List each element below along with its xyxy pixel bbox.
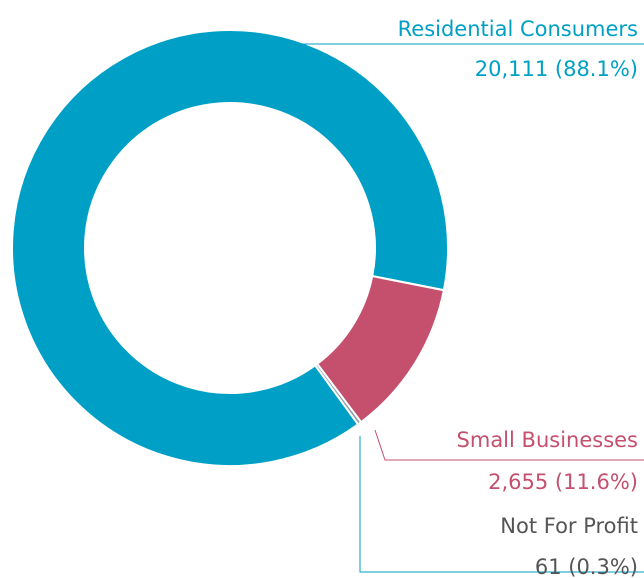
donut-segment <box>313 362 363 426</box>
value-label: 2,655 (11.6%) <box>488 470 638 494</box>
legend-label: Residential Consumers <box>398 17 638 41</box>
leader-line <box>374 429 644 461</box>
donut-segment <box>11 29 449 467</box>
leader-line <box>359 436 644 573</box>
value-label: 20,111 (88.1%) <box>475 57 638 81</box>
legend-label: Small Businesses <box>457 428 638 452</box>
legend-label: Not For Profit <box>500 514 638 538</box>
value-label: 61 (0.3%) <box>535 555 638 578</box>
